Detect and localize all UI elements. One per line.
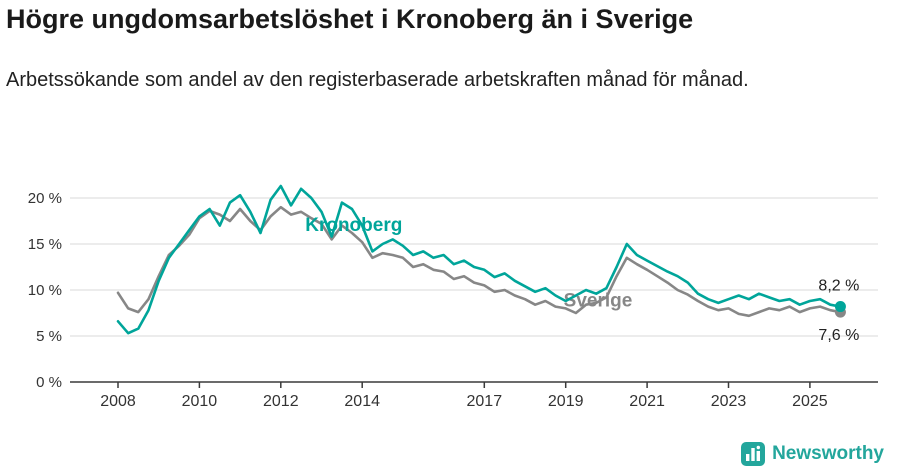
x-tick-label: 2014 (344, 393, 380, 410)
chart-subtitle: Arbetssökande som andel av den registerb… (6, 69, 749, 91)
series-label-kronoberg: Kronoberg (305, 215, 402, 236)
newsworthy-icon (741, 442, 766, 466)
newsworthy-logo: Newsworthy (741, 442, 884, 466)
newsworthy-wordmark: Newsworthy (772, 443, 884, 464)
series-label-sverige: Sverige (564, 291, 633, 312)
x-tick-label: 2008 (100, 393, 136, 410)
x-tick-label: 2010 (182, 393, 218, 410)
y-tick-label: 5 % (36, 328, 62, 345)
series-end-dot-kronoberg (834, 301, 846, 313)
y-tick-label: 15 % (28, 236, 62, 253)
series-end-value-kronoberg: 8,2 % (818, 278, 859, 295)
x-tick-label: 2017 (467, 393, 503, 410)
y-tick-label: 10 % (28, 282, 62, 299)
page-title: Högre ungdomsarbetslöshet i Kronoberg än… (6, 4, 694, 34)
x-tick-label: 2012 (263, 393, 299, 410)
series-line-kronoberg (116, 184, 842, 335)
x-tick-label: 2019 (548, 393, 584, 410)
y-tick-label: 20 % (28, 190, 62, 207)
x-tick-label: 2025 (792, 393, 828, 410)
series-line-sverige (116, 205, 842, 318)
series-end-value-sverige: 7,6 % (818, 327, 859, 344)
x-tick-label: 2021 (629, 393, 665, 410)
x-tick-label: 2023 (711, 393, 747, 410)
y-tick-label: 0 % (36, 374, 62, 391)
